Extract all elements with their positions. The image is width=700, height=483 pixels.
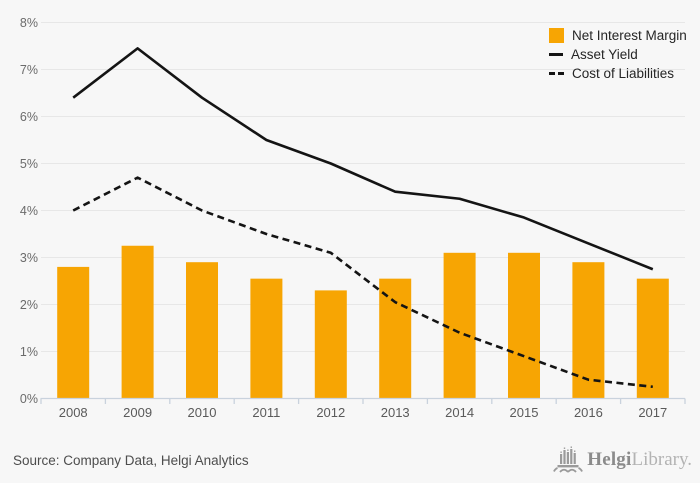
legend-item-net-interest-margin: Net Interest Margin <box>549 26 687 45</box>
y-axis-label-8%: 8% <box>20 16 38 30</box>
y-axis-label-0%: 0% <box>20 392 38 406</box>
x-axis-label-2008: 2008 <box>59 405 88 420</box>
line-cost-of-liabilities <box>72 176 653 389</box>
line-asset-yield <box>72 47 654 271</box>
x-axis-label-2013: 2013 <box>381 405 410 420</box>
bar-2008 <box>57 266 90 399</box>
x-axis-label-2016: 2016 <box>574 405 603 420</box>
x-axis-label-2017: 2017 <box>638 405 667 420</box>
legend-swatch-solid-line-icon <box>549 53 563 56</box>
legend-label-net-interest-margin: Net Interest Margin <box>572 28 687 43</box>
logo-text-helgi: Helgi <box>587 449 632 470</box>
legend-item-cost-of-liabilities: Cost of Liabilities <box>549 64 687 83</box>
x-axis-label-2014: 2014 <box>445 405 474 420</box>
bar-2010 <box>186 262 218 399</box>
chart-canvas: 0% 1% 2% 3% 4% 5% 6% 7% 8% 2008 2009 2010 2011 2012 20… <box>20 16 686 420</box>
legend-label-cost-of-liabilities: Cost of Liabilities <box>572 66 675 81</box>
x-axis-label-2015: 2015 <box>510 405 539 420</box>
x-axis-label-2009: 2009 <box>123 405 152 420</box>
bar-2011 <box>250 278 283 399</box>
bridge-icon <box>553 446 584 473</box>
y-axis-label-2%: 2% <box>20 298 38 312</box>
source-note: Source: Company Data, Helgi Analytics <box>13 453 249 468</box>
x-axis-label-2010: 2010 <box>188 405 217 420</box>
y-axis-label-7%: 7% <box>20 63 38 77</box>
legend-item-asset-yield: Asset Yield <box>549 45 687 64</box>
bar-2017 <box>636 278 669 399</box>
chart-legend: Net Interest Margin Asset Yield Cost of … <box>549 26 687 83</box>
helgi-library-logo: HelgiLibrary. <box>553 444 692 476</box>
legend-swatch-dashed-line-icon <box>549 72 564 75</box>
bar-2014 <box>443 252 476 399</box>
y-axis-label-6%: 6% <box>20 110 38 124</box>
logo-wordmark: HelgiLibrary. <box>587 445 692 475</box>
legend-label-asset-yield: Asset Yield <box>571 47 638 62</box>
bar-2016 <box>572 262 605 399</box>
y-axis-label-4%: 4% <box>20 204 38 218</box>
bar-2015 <box>508 252 540 399</box>
legend-swatch-bar-icon <box>549 28 564 43</box>
bar-2009 <box>121 245 154 399</box>
y-axis-label-5%: 5% <box>20 157 38 171</box>
bar-2012 <box>314 290 347 399</box>
x-axis-label-2011: 2011 <box>252 405 280 420</box>
y-axis-label-1%: 1% <box>20 345 38 359</box>
bar-2013 <box>379 278 412 399</box>
x-axis-label-2012: 2012 <box>316 405 345 420</box>
y-axis-label-3%: 3% <box>20 251 38 265</box>
logo-text-library: Library. <box>631 449 693 470</box>
